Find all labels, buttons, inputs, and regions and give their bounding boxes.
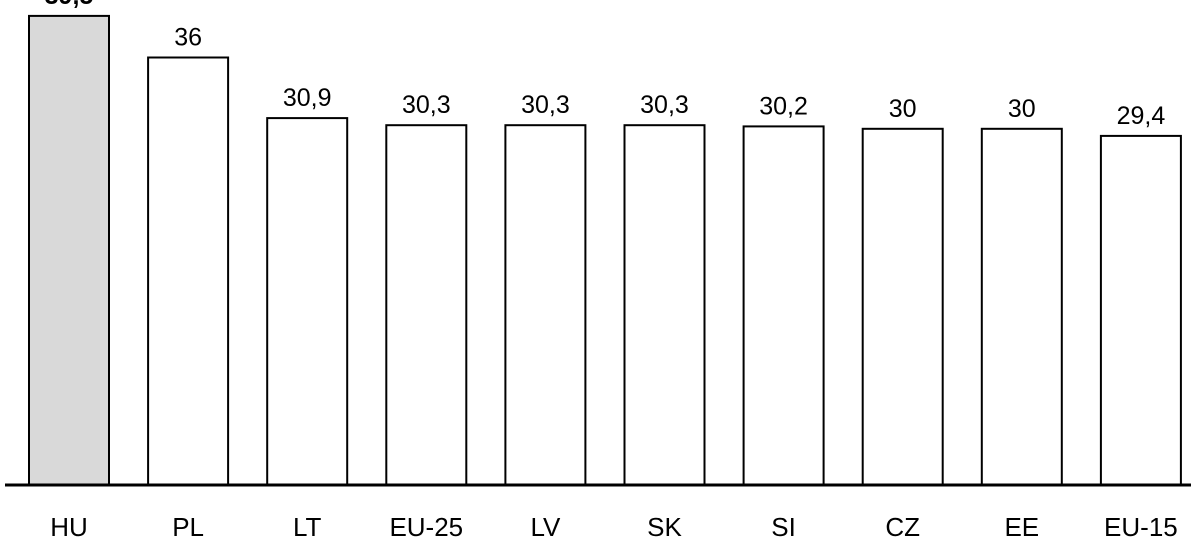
value-label-lt: 30,9 [283,84,332,112]
bar-ee [980,127,1063,487]
value-label-si: 30,2 [759,92,808,120]
value-label-hu: 39,5 [45,0,94,10]
bar-eu-25 [385,124,468,486]
value-label-eu-15: 29,4 [1117,102,1166,130]
value-label-ee: 30 [1008,95,1036,123]
value-label-eu-25: 30,3 [402,91,451,119]
category-label-pl: PL [172,512,204,542]
bar-cz [861,127,944,487]
category-label-cz: CZ [885,512,920,542]
value-label-lv: 30,3 [521,91,570,119]
category-label-lv: LV [530,512,561,542]
category-label-si: SI [771,512,796,542]
category-labels-group: HU PL LT EU-25 LV SK SI CZ EE EU-15 [50,512,1178,542]
category-label-eu-25: EU-25 [389,512,463,542]
category-label-sk: SK [647,512,682,542]
bar-pl [147,56,230,486]
bars-group [28,14,1182,487]
category-label-eu-15: EU-15 [1104,512,1178,542]
value-label-cz: 30 [889,95,917,123]
bar-lv [504,124,587,486]
category-label-ee: EE [1004,512,1039,542]
bar-eu-15 [1099,134,1182,486]
category-label-lt: LT [293,512,322,542]
bar-lt [266,117,349,486]
value-label-sk: 30,3 [640,91,689,119]
bar-si [742,125,825,487]
value-label-pl: 36 [174,24,202,52]
category-label-hu: HU [50,512,88,542]
bar-hu [28,14,110,487]
value-labels-group: 39,5 36 30,9 30,3 30,3 30,3 30,2 30 30 29,4 [45,0,1166,130]
bar-sk [623,124,706,486]
